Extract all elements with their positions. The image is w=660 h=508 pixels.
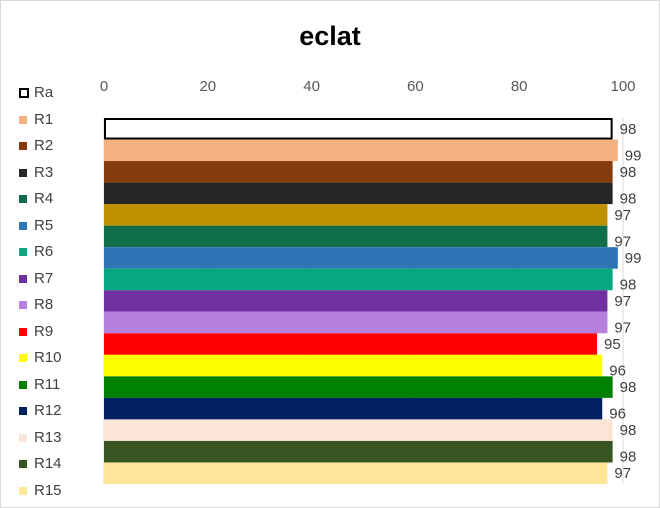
legend-label: R10 [34, 349, 62, 366]
data-label: 96 [609, 363, 626, 380]
data-label: 95 [604, 336, 621, 353]
bar-r4 [104, 204, 608, 226]
data-label: 98 [620, 164, 637, 181]
x-tick-label: 40 [303, 78, 320, 95]
bar-r6 [104, 247, 618, 269]
legend-swatch [19, 407, 27, 415]
legend-label: R3 [34, 163, 54, 181]
legend-swatch [19, 486, 27, 495]
legend-swatch [19, 354, 27, 362]
legend-swatch [19, 248, 27, 256]
data-label: 98 [620, 190, 637, 207]
data-label: 98 [620, 449, 637, 466]
legend-label: R7 [34, 269, 54, 287]
legend-label: R9 [34, 322, 54, 340]
bar-r16 [104, 462, 608, 484]
x-tick-label: 0 [100, 78, 108, 95]
bar-r3 [104, 182, 613, 205]
bar-r10 [104, 333, 598, 355]
data-label: 97 [614, 320, 631, 337]
bar-r8 [104, 290, 608, 312]
legend-swatch [19, 221, 27, 230]
legend-swatch [19, 168, 27, 177]
bar-r9 [104, 311, 608, 334]
legend-label: R5 [34, 216, 54, 234]
bar-r5 [104, 225, 608, 248]
bar-r15 [104, 440, 613, 463]
legend-label: R14 [34, 455, 62, 472]
bar-r1 [104, 139, 618, 162]
legend-label: R15 [34, 481, 62, 499]
data-label: 97 [614, 233, 631, 250]
legend-swatch [19, 274, 27, 283]
bar-r11 [104, 354, 603, 377]
legend-swatch [19, 327, 27, 336]
x-tick-label: 100 [610, 78, 635, 95]
bar-r12 [104, 376, 613, 398]
data-label: 99 [625, 147, 642, 164]
legend-swatch [19, 88, 29, 98]
legend-swatch [19, 433, 27, 442]
x-tick-label: 20 [199, 78, 216, 95]
data-label: 99 [625, 250, 642, 267]
legend-label: R8 [34, 296, 54, 313]
x-tick-label: 60 [407, 78, 424, 95]
legend-label: R2 [34, 137, 54, 154]
legend-swatch [19, 460, 27, 468]
data-label: 96 [609, 406, 626, 423]
data-label: 97 [614, 293, 631, 310]
bar-r14 [104, 419, 613, 441]
legend-label: R1 [34, 110, 54, 128]
bar-r7 [104, 268, 613, 291]
data-label: 98 [620, 422, 637, 439]
legend-label: R12 [34, 402, 62, 419]
legend-swatch [19, 380, 27, 389]
data-label: 98 [620, 276, 637, 293]
legend-swatch [19, 301, 27, 309]
data-label: 98 [620, 121, 637, 138]
legend-label: Ra [34, 84, 54, 101]
legend-swatch [19, 142, 27, 150]
legend-swatch [19, 195, 27, 203]
bar-ra [104, 118, 613, 140]
legend-swatch [19, 115, 27, 124]
legend-label: R11 [34, 375, 61, 393]
data-label: 97 [614, 207, 631, 224]
legend-label: R6 [34, 243, 54, 260]
data-label: 97 [614, 465, 631, 482]
legend-label: R4 [34, 190, 54, 207]
legend-label: R13 [34, 428, 62, 446]
bar-r13 [104, 397, 603, 420]
bar-r2 [104, 161, 613, 183]
chart-title: eclat [299, 21, 361, 51]
x-tick-label: 80 [511, 78, 528, 95]
data-label: 98 [620, 379, 637, 396]
